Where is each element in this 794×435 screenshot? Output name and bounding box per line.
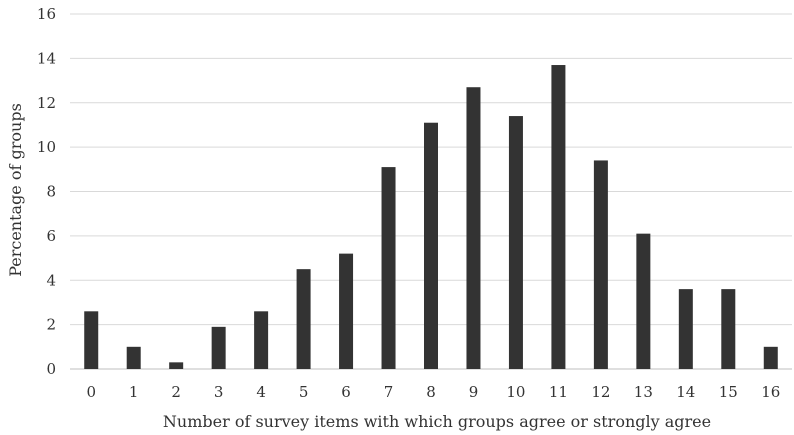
x-tick-label: 4 xyxy=(256,383,266,401)
bar-1 xyxy=(126,346,141,369)
x-tick-label: 7 xyxy=(384,383,394,401)
bar-16 xyxy=(763,346,778,369)
y-tick-label: 12 xyxy=(37,94,56,112)
bar-2 xyxy=(169,362,184,369)
x-tick-labels: 0 1 2 3 4 5 6 7 8 9 10 11 12 13 14 15 16 xyxy=(86,383,780,401)
y-tick-label: 2 xyxy=(46,316,56,334)
bar-11 xyxy=(551,65,566,369)
bar-0 xyxy=(84,311,99,369)
y-tick-label: 8 xyxy=(46,183,56,201)
bar-14 xyxy=(678,289,693,369)
bar-8 xyxy=(424,122,438,369)
bar-5 xyxy=(296,269,311,369)
y-tick-label: 14 xyxy=(37,49,56,67)
x-tick-label: 15 xyxy=(719,383,738,401)
x-tick-label: 5 xyxy=(299,383,309,401)
y-tick-label: 4 xyxy=(46,271,56,289)
x-axis-label: Number of survey items with which groups… xyxy=(163,412,711,431)
bar-9 xyxy=(466,87,481,369)
x-tick-label: 10 xyxy=(506,383,525,401)
y-axis-label: Percentage of groups xyxy=(6,103,25,277)
bar-13 xyxy=(636,233,651,369)
x-tick-label: 0 xyxy=(86,383,96,401)
bar-4 xyxy=(254,311,269,369)
x-tick-label: 9 xyxy=(469,383,479,401)
bars xyxy=(84,65,778,369)
x-tick-label: 14 xyxy=(676,383,695,401)
y-tick-label: 0 xyxy=(46,360,56,378)
y-tick-label: 6 xyxy=(46,227,56,245)
bar-7 xyxy=(381,167,396,369)
x-tick-label: 16 xyxy=(761,383,780,401)
x-tick-label: 13 xyxy=(634,383,653,401)
x-tick-label: 11 xyxy=(549,383,568,401)
bar-12 xyxy=(593,160,608,369)
y-tick-label: 16 xyxy=(37,5,56,23)
x-tick-label: 2 xyxy=(171,383,181,401)
bar-3 xyxy=(211,326,226,369)
x-tick-label: 3 xyxy=(214,383,224,401)
y-tick-labels: 0 2 4 6 8 10 12 14 16 xyxy=(37,5,56,378)
bar-6 xyxy=(339,253,354,369)
x-tick-label: 8 xyxy=(426,383,436,401)
bar-10 xyxy=(508,116,523,369)
x-tick-label: 1 xyxy=(129,383,139,401)
bar-15 xyxy=(721,289,736,369)
x-tick-label: 6 xyxy=(341,383,351,401)
x-tick-label: 12 xyxy=(591,383,610,401)
y-tick-label: 10 xyxy=(37,138,56,156)
